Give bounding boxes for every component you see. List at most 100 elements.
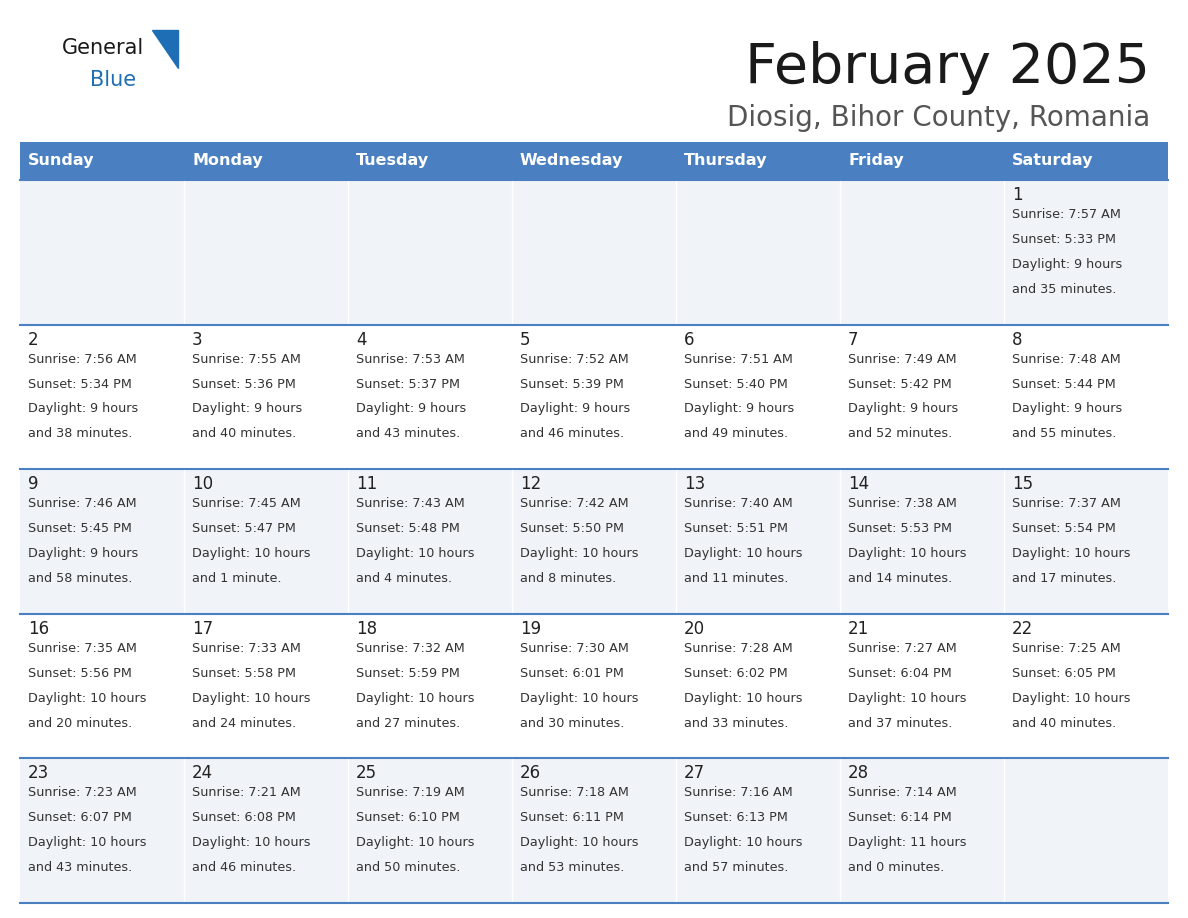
Text: and 33 minutes.: and 33 minutes. <box>684 717 789 730</box>
Text: 9: 9 <box>29 476 38 493</box>
Text: Daylight: 9 hours: Daylight: 9 hours <box>192 402 302 416</box>
Text: Sunrise: 7:57 AM: Sunrise: 7:57 AM <box>1012 208 1120 221</box>
Text: Daylight: 10 hours: Daylight: 10 hours <box>1012 691 1131 705</box>
Bar <box>676 180 840 325</box>
Text: Sunset: 5:51 PM: Sunset: 5:51 PM <box>684 522 788 535</box>
Bar <box>676 325 840 469</box>
Text: and 4 minutes.: and 4 minutes. <box>356 572 453 585</box>
Text: Sunset: 6:07 PM: Sunset: 6:07 PM <box>29 812 132 824</box>
Text: Daylight: 11 hours: Daylight: 11 hours <box>848 836 967 849</box>
Bar <box>20 469 184 614</box>
Text: 2: 2 <box>29 330 39 349</box>
Text: Sunset: 5:33 PM: Sunset: 5:33 PM <box>1012 233 1116 246</box>
Text: Sunrise: 7:25 AM: Sunrise: 7:25 AM <box>1012 642 1120 655</box>
Text: Sunset: 5:59 PM: Sunset: 5:59 PM <box>356 666 460 679</box>
Text: 18: 18 <box>356 620 377 638</box>
Text: Sunrise: 7:46 AM: Sunrise: 7:46 AM <box>29 498 137 510</box>
Bar <box>840 180 1004 325</box>
Text: and 8 minutes.: and 8 minutes. <box>520 572 617 585</box>
Text: Sunset: 5:34 PM: Sunset: 5:34 PM <box>29 377 132 390</box>
Text: Daylight: 10 hours: Daylight: 10 hours <box>684 836 803 849</box>
Text: Sunset: 6:01 PM: Sunset: 6:01 PM <box>520 666 624 679</box>
Text: and 38 minutes.: and 38 minutes. <box>29 428 132 441</box>
Text: Daylight: 10 hours: Daylight: 10 hours <box>1012 547 1131 560</box>
Bar <box>184 142 348 180</box>
Text: Daylight: 9 hours: Daylight: 9 hours <box>29 547 138 560</box>
Bar <box>184 469 348 614</box>
Text: Sunday: Sunday <box>29 153 95 169</box>
Text: Daylight: 10 hours: Daylight: 10 hours <box>29 691 146 705</box>
Bar <box>184 180 348 325</box>
Text: Sunrise: 7:56 AM: Sunrise: 7:56 AM <box>29 353 137 365</box>
Text: Blue: Blue <box>90 70 137 90</box>
Bar <box>512 142 676 180</box>
Bar <box>348 469 512 614</box>
Bar <box>184 614 348 758</box>
Bar <box>348 614 512 758</box>
Text: and 40 minutes.: and 40 minutes. <box>1012 717 1117 730</box>
Text: Sunrise: 7:35 AM: Sunrise: 7:35 AM <box>29 642 137 655</box>
Text: Sunrise: 7:28 AM: Sunrise: 7:28 AM <box>684 642 792 655</box>
Text: General: General <box>62 38 144 58</box>
Text: Tuesday: Tuesday <box>356 153 429 169</box>
Text: Sunrise: 7:30 AM: Sunrise: 7:30 AM <box>520 642 628 655</box>
Text: 4: 4 <box>356 330 367 349</box>
Text: Sunrise: 7:51 AM: Sunrise: 7:51 AM <box>684 353 792 365</box>
Text: and 24 minutes.: and 24 minutes. <box>192 717 296 730</box>
Text: Daylight: 9 hours: Daylight: 9 hours <box>1012 402 1123 416</box>
Bar <box>512 325 676 469</box>
Bar <box>348 325 512 469</box>
Text: Sunrise: 7:45 AM: Sunrise: 7:45 AM <box>192 498 301 510</box>
Text: Sunset: 5:36 PM: Sunset: 5:36 PM <box>192 377 296 390</box>
Text: Sunset: 5:47 PM: Sunset: 5:47 PM <box>192 522 296 535</box>
Text: Sunset: 5:37 PM: Sunset: 5:37 PM <box>356 377 460 390</box>
Text: Monday: Monday <box>192 153 263 169</box>
Text: and 53 minutes.: and 53 minutes. <box>520 861 625 874</box>
Text: and 55 minutes.: and 55 minutes. <box>1012 428 1117 441</box>
Text: 13: 13 <box>684 476 706 493</box>
Text: Sunset: 5:40 PM: Sunset: 5:40 PM <box>684 377 788 390</box>
Bar <box>676 758 840 903</box>
Text: and 14 minutes.: and 14 minutes. <box>848 572 953 585</box>
Bar <box>512 614 676 758</box>
Text: 21: 21 <box>848 620 870 638</box>
Bar <box>348 758 512 903</box>
Text: Daylight: 10 hours: Daylight: 10 hours <box>356 547 474 560</box>
Text: Sunrise: 7:23 AM: Sunrise: 7:23 AM <box>29 787 137 800</box>
Text: 8: 8 <box>1012 330 1023 349</box>
Text: 3: 3 <box>192 330 203 349</box>
Text: and 11 minutes.: and 11 minutes. <box>684 572 789 585</box>
Text: and 0 minutes.: and 0 minutes. <box>848 861 944 874</box>
Text: and 58 minutes.: and 58 minutes. <box>29 572 132 585</box>
Bar <box>1004 142 1168 180</box>
Text: Sunset: 6:13 PM: Sunset: 6:13 PM <box>684 812 788 824</box>
Text: Friday: Friday <box>848 153 904 169</box>
Bar <box>676 469 840 614</box>
Text: Daylight: 9 hours: Daylight: 9 hours <box>1012 258 1123 271</box>
Text: Sunset: 5:44 PM: Sunset: 5:44 PM <box>1012 377 1116 390</box>
Bar <box>348 142 512 180</box>
Text: 11: 11 <box>356 476 378 493</box>
Text: 23: 23 <box>29 765 49 782</box>
Text: and 35 minutes.: and 35 minutes. <box>1012 283 1117 296</box>
Text: 16: 16 <box>29 620 49 638</box>
Text: Sunset: 5:39 PM: Sunset: 5:39 PM <box>520 377 624 390</box>
Text: Daylight: 10 hours: Daylight: 10 hours <box>520 691 638 705</box>
Text: Sunrise: 7:52 AM: Sunrise: 7:52 AM <box>520 353 628 365</box>
Text: Daylight: 10 hours: Daylight: 10 hours <box>356 691 474 705</box>
Text: Sunrise: 7:18 AM: Sunrise: 7:18 AM <box>520 787 628 800</box>
Bar <box>1004 758 1168 903</box>
Text: Sunrise: 7:27 AM: Sunrise: 7:27 AM <box>848 642 956 655</box>
Bar <box>1004 469 1168 614</box>
Text: and 46 minutes.: and 46 minutes. <box>520 428 624 441</box>
Text: Sunrise: 7:40 AM: Sunrise: 7:40 AM <box>684 498 792 510</box>
Text: Sunset: 6:11 PM: Sunset: 6:11 PM <box>520 812 624 824</box>
Text: and 57 minutes.: and 57 minutes. <box>684 861 789 874</box>
Text: Sunset: 6:14 PM: Sunset: 6:14 PM <box>848 812 952 824</box>
Bar <box>840 614 1004 758</box>
Text: Sunrise: 7:53 AM: Sunrise: 7:53 AM <box>356 353 465 365</box>
Text: Sunrise: 7:32 AM: Sunrise: 7:32 AM <box>356 642 465 655</box>
Text: 27: 27 <box>684 765 706 782</box>
Bar <box>840 325 1004 469</box>
Text: and 43 minutes.: and 43 minutes. <box>29 861 132 874</box>
